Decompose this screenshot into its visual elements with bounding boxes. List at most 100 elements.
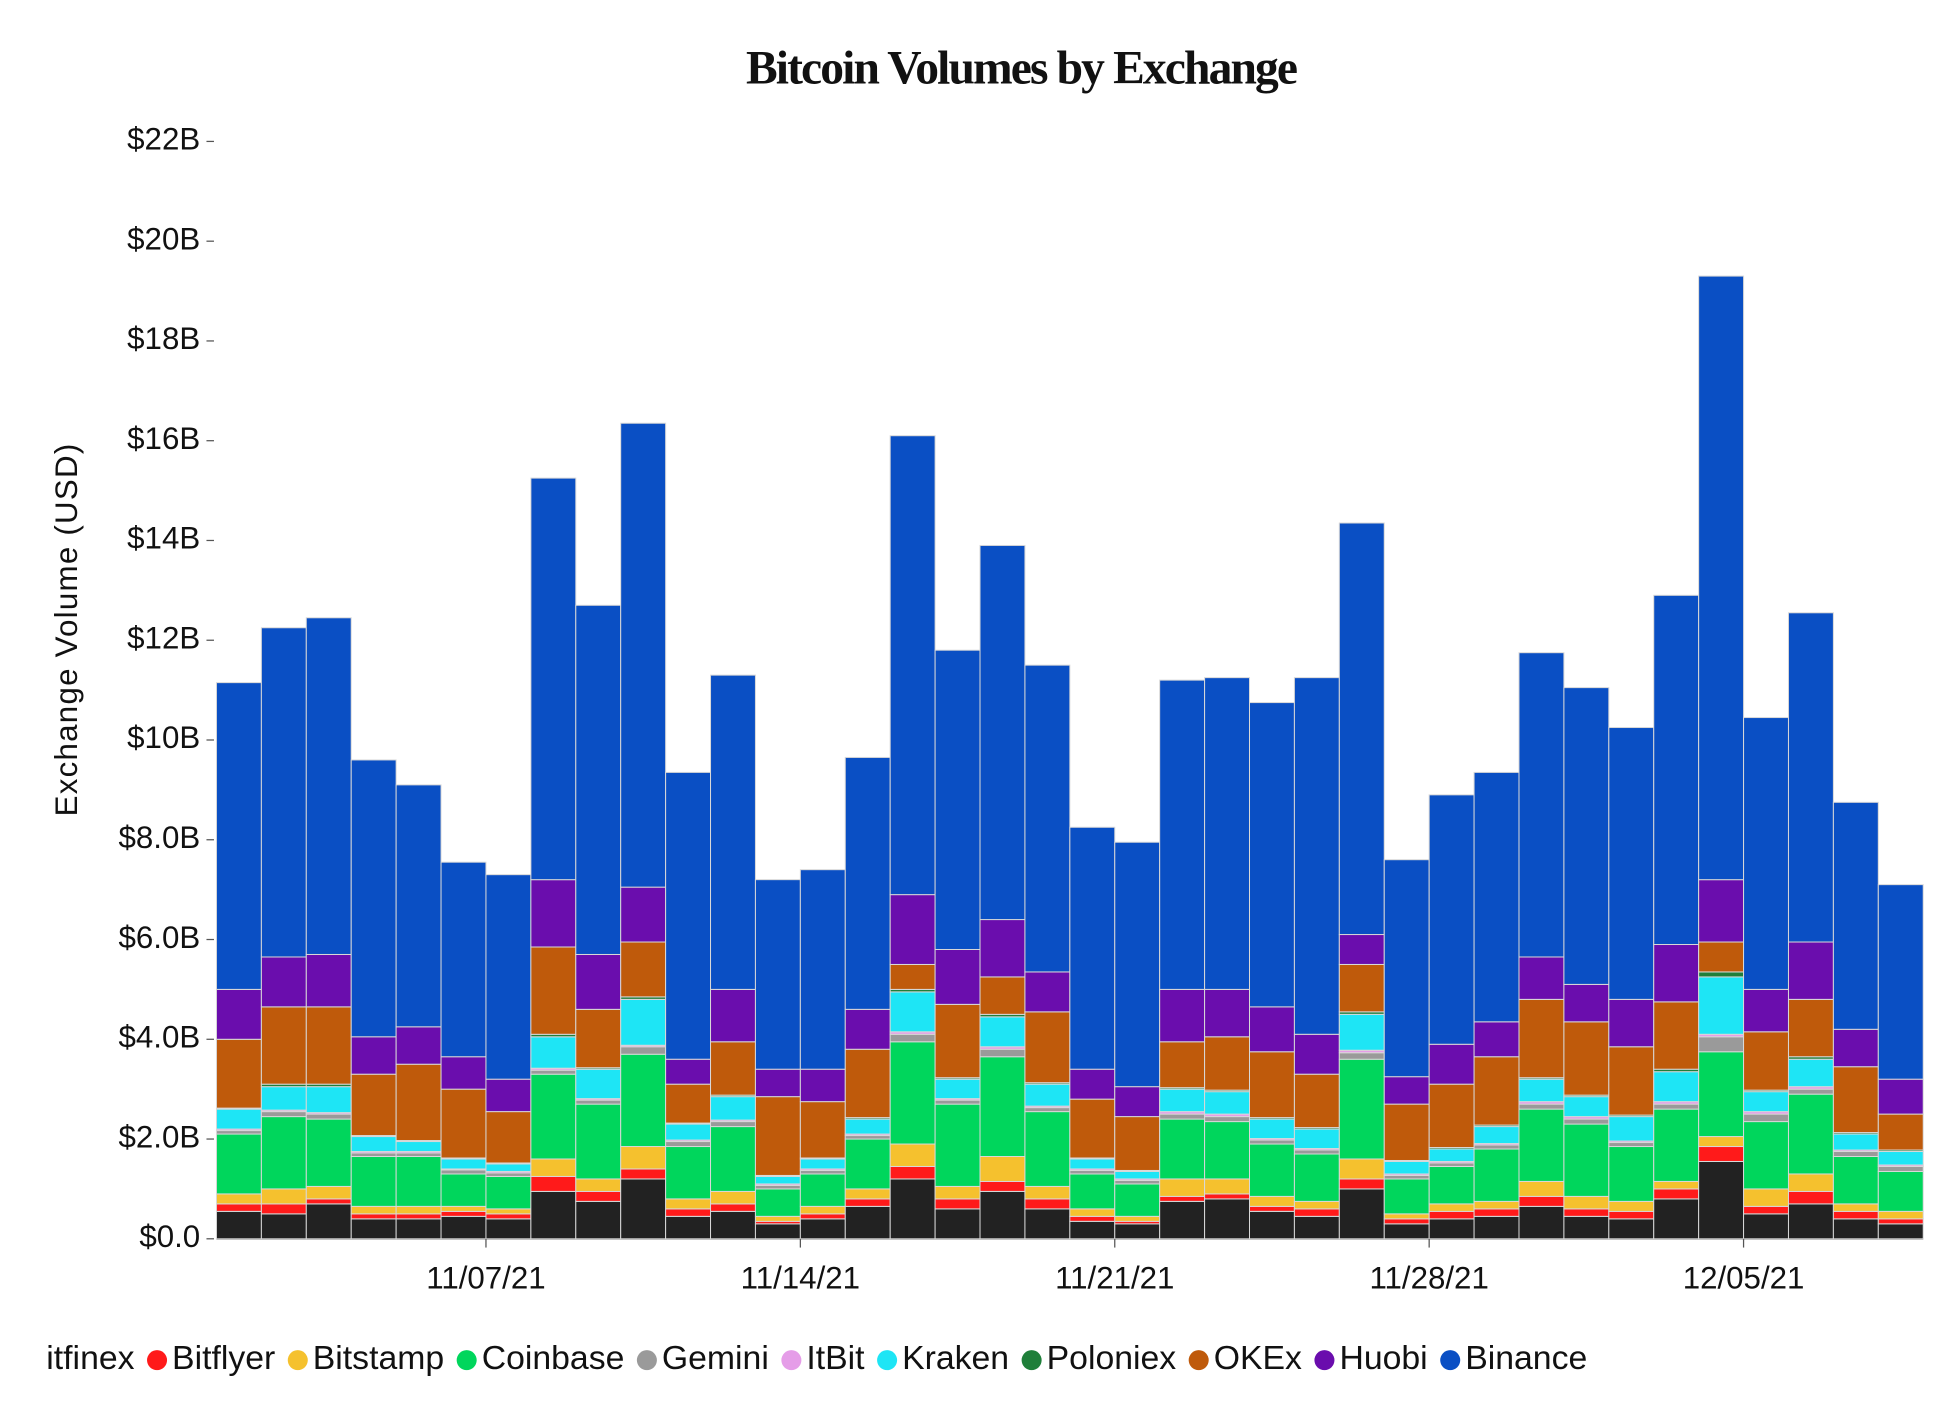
bar-segment [1024,971,1071,1013]
legend-label: OKEx [1214,1339,1302,1377]
bar-segment [1832,801,1879,1030]
bar-segment [1383,1218,1430,1225]
bar-segment [1473,1208,1520,1217]
bar-segment [799,1173,846,1207]
bar-segment [1293,1073,1340,1129]
bar-segment [305,1185,352,1200]
bar-segment [1743,988,1789,1033]
bar-segment [1338,1158,1385,1180]
bar-segment [260,1116,307,1190]
bar-segment [1293,1208,1340,1217]
bar-segment [1608,1142,1655,1148]
bar-segment [710,674,756,990]
bar-segment [844,1008,891,1050]
x-tick-label: 11/21/21 [1055,1260,1174,1295]
bar-segment [1473,1056,1520,1126]
bar-segment [1518,652,1565,958]
bar-segment [934,948,981,1005]
bar-segment [1204,1198,1251,1240]
bar-segment [1383,1076,1430,1105]
bar-segment [575,1068,622,1100]
bar-segment [889,1165,936,1180]
bar-segment [440,1205,487,1212]
bar-segment [665,1208,712,1217]
bar-segment [1338,522,1385,936]
bar-segment [1518,1078,1565,1103]
bar-segment [440,1169,487,1175]
bar-segment [934,1099,981,1105]
bar-segment [440,1056,487,1090]
y-tick-label: $8.0B [118,820,200,855]
bar-segment [889,1041,936,1145]
bar-segment [1563,687,1610,985]
y-tick-label: $22B [127,122,200,157]
bar-segment [1428,1218,1475,1240]
bar-segment [1338,1188,1385,1240]
legend-label: Gemini [662,1339,769,1377]
bar-segment [620,1053,667,1148]
bar-segment [710,988,756,1043]
bar-segment [215,1193,262,1205]
bar-segment [1293,1215,1340,1240]
bar-segment [1024,1011,1071,1084]
bar-segment [844,1138,891,1190]
bar-segment [1383,1213,1430,1220]
bar-segment [395,1155,442,1207]
bars [215,275,1924,1240]
bar-segment [1832,1028,1879,1068]
bar-segment [1293,1153,1340,1202]
bar-segment [1877,1165,1924,1172]
bar-segment [530,477,577,881]
bar-segment [440,1210,487,1217]
y-tick-label: $20B [127,221,200,256]
bar-segment [305,953,352,1008]
bar-segment [934,649,981,950]
bar-segment [710,1203,756,1212]
bar-segment [305,1006,352,1085]
bar-segment [350,1155,397,1207]
bar-segment [1832,1210,1879,1220]
bar-segment [979,1056,1026,1157]
bar-segment [1787,1058,1834,1088]
bar-segment [215,988,262,1040]
bar-segment [305,1198,352,1205]
bar-segment [889,1178,936,1240]
bar-segment [1743,1091,1789,1113]
bar-segment [350,759,397,1038]
bar-segment [1159,1118,1206,1180]
bar-segment [799,1205,846,1215]
bar-segment [350,1036,397,1075]
bar-segment [1159,1178,1206,1197]
bar-segment [1024,1111,1071,1187]
bar-segment [485,1213,532,1220]
bar-segment [395,1205,442,1215]
x-tick-label: 11/14/21 [741,1260,860,1295]
bar-segment [215,1203,262,1212]
bar-segment [979,919,1026,978]
bar-segment [1204,1091,1251,1115]
bar-segment [1383,1160,1430,1175]
bar-segment [530,946,577,1035]
x-tick-label: 11/07/21 [426,1260,545,1295]
bar-segment [1159,1113,1206,1120]
bar-segment [1338,1013,1385,1051]
legend-marker [147,1350,168,1371]
bar-segment [1743,717,1789,990]
x-tick-label: 12/05/21 [1683,1260,1805,1295]
bar-segment [1787,1093,1834,1175]
bar-segment [1787,612,1834,943]
bar-segment [440,1173,487,1207]
bar-segment [1698,1136,1745,1148]
bar-segment [1249,1205,1295,1212]
bar-segment [1518,998,1565,1079]
bar-segment [350,1152,397,1157]
bar-segment [305,617,352,955]
bar-segment [710,1041,756,1096]
bar-segment [575,1200,622,1240]
bar-segment [1743,1188,1789,1207]
bar-segment [799,1101,846,1159]
bar-segment [1563,1096,1610,1118]
bar-segment [799,1169,846,1175]
bar-segment [260,1203,307,1215]
bar-segment [1159,1088,1206,1113]
